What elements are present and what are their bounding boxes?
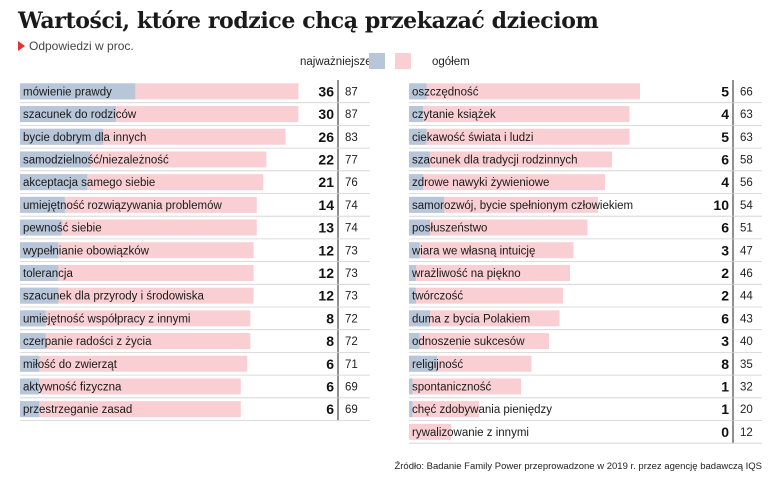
panel1-category-label: bycie dobrym dla innych (23, 132, 146, 144)
panel2-category-label: zdrowe nawyki żywieniowe (412, 177, 549, 189)
panel1-category-label: czerpanie radości z życia (23, 336, 152, 348)
panel1-value-ogolem: 74 (345, 223, 358, 235)
panel1-category-label: wypełnianie obowiązków (22, 245, 150, 257)
panel1-value-najwazniejsze: 8 (326, 310, 334, 326)
panel2-category-label: spontaniczność (412, 381, 492, 393)
panel2-value-najwazniejsze: 6 (721, 220, 729, 236)
panel2-value-najwazniejsze: 4 (721, 106, 729, 122)
panel2-value-ogolem: 46 (740, 268, 753, 280)
panel1-value-najwazniejsze: 26 (318, 129, 334, 145)
panel2-category-label: chęć zdobywania pieniędzy (412, 404, 552, 416)
panel2-category-label: ciekawość świata i ludzi (412, 132, 533, 144)
panel2-value-ogolem: 54 (740, 200, 753, 212)
panel2-value-ogolem: 32 (740, 381, 753, 393)
panel1-value-ogolem: 69 (345, 381, 358, 393)
panel1-category-label: umiejętność rozwiązywania problemów (23, 200, 222, 212)
panel1-value-najwazniejsze: 6 (326, 356, 334, 372)
panel1-value-ogolem: 77 (345, 154, 358, 166)
panel2-value-najwazniejsze: 1 (721, 378, 729, 394)
panel1-value-najwazniejsze: 21 (318, 174, 334, 190)
panel2-value-ogolem: 51 (740, 223, 753, 235)
panel1-value-ogolem: 76 (345, 177, 358, 189)
panel1-category-label: umiejętność współpracy z innymi (23, 313, 190, 325)
panel1-value-najwazniejsze: 13 (318, 220, 334, 236)
panel1-value-ogolem: 72 (345, 336, 358, 348)
panel2-value-najwazniejsze: 3 (721, 242, 729, 258)
panel1-value-ogolem: 69 (345, 404, 358, 416)
panel1-value-najwazniejsze: 12 (318, 265, 334, 281)
panel1-value-najwazniejsze: 12 (318, 242, 334, 258)
panel2-value-najwazniejsze: 2 (721, 288, 729, 304)
panel2-category-label: religijność (412, 359, 463, 371)
panel1-category-label: mówienie prawdy (23, 86, 112, 98)
panel1-category-label: samodzielność/niezależność (23, 154, 169, 166)
panel2-category-label: duma z bycia Polakiem (412, 313, 530, 325)
panel2-value-ogolem: 40 (740, 336, 753, 348)
panel1-value-ogolem: 87 (345, 86, 358, 98)
panel2-value-ogolem: 12 (740, 427, 753, 439)
panel1-category-label: aktywność fizyczna (23, 381, 122, 393)
source-note: Źródło: Badanie Family Power przeprowadz… (394, 461, 762, 472)
panel1-value-ogolem: 73 (345, 268, 358, 280)
panel2-category-label: czytanie książek (412, 109, 496, 121)
panel1-value-najwazniejsze: 22 (318, 151, 334, 167)
panel2-category-label: wrażliwość na piękno (411, 268, 521, 280)
panel2-category-label: posłuszeństwo (412, 223, 487, 235)
panel1-value-najwazniejsze: 12 (318, 288, 334, 304)
panel1-value-ogolem: 73 (345, 291, 358, 303)
panel2-category-label: odnoszenie sukcesów (412, 336, 525, 348)
panel2-value-ogolem: 63 (740, 109, 753, 121)
panel1-category-label: szacunek dla przyrody i środowiska (23, 291, 204, 303)
panel2-category-label: szacunek dla tradycji rodzinnych (412, 154, 578, 166)
panel1-value-najwazniejsze: 8 (326, 333, 334, 349)
panel1-category-label: pewność siebie (23, 223, 102, 235)
panel1-value-ogolem: 87 (345, 109, 358, 121)
panel2-value-najwazniejsze: 8 (721, 356, 729, 372)
panel1-value-ogolem: 72 (345, 313, 358, 325)
panel1-value-ogolem: 83 (345, 132, 358, 144)
panel2-value-ogolem: 66 (740, 86, 753, 98)
panel2-value-najwazniejsze: 5 (721, 83, 729, 99)
bar-chart: mówienie prawdy 36 87szacunek do rodziców 3… (0, 0, 780, 489)
panel1-value-najwazniejsze: 30 (318, 106, 334, 122)
panel1-category-label: szacunek do rodziców (23, 109, 137, 121)
panel2-value-ogolem: 58 (740, 154, 753, 166)
panel2-category-label: twórczość (412, 291, 463, 303)
panel1-value-ogolem: 73 (345, 245, 358, 257)
panel1-value-ogolem: 74 (345, 200, 358, 212)
panel2-category-label: rywalizowanie z innymi (412, 427, 529, 439)
panel2-value-ogolem: 20 (740, 404, 753, 416)
panel2-value-ogolem: 43 (740, 313, 753, 325)
panel1-value-najwazniejsze: 36 (318, 83, 334, 99)
panel1-category-label: miłość do zwierząt (23, 359, 118, 371)
panel1-value-najwazniejsze: 6 (326, 378, 334, 394)
panel2-value-najwazniejsze: 2 (721, 265, 729, 281)
panel2-value-najwazniejsze: 1 (721, 401, 729, 417)
panel1-category-label: tolerancja (23, 268, 73, 280)
panel2-value-ogolem: 44 (740, 291, 753, 303)
panel2-value-najwazniejsze: 0 (721, 424, 729, 440)
panel1-value-najwazniejsze: 14 (318, 197, 334, 213)
panel2-category-label: samorozwój, bycie spełnionym człowiekiem (412, 200, 633, 212)
panel1-category-label: akceptacja samego siebie (23, 177, 155, 189)
panel1-category-label: przestrzeganie zasad (23, 404, 132, 416)
panel2-value-ogolem: 47 (740, 245, 753, 257)
panel2-value-ogolem: 56 (740, 177, 753, 189)
panel2-value-najwazniejsze: 10 (713, 197, 729, 213)
panel2-category-label: oszczędność (412, 86, 479, 98)
panel2-value-najwazniejsze: 5 (721, 129, 729, 145)
panel1-value-najwazniejsze: 6 (326, 401, 334, 417)
panel1-value-ogolem: 71 (345, 359, 358, 371)
panel2-category-label: wiara we własną intuicję (411, 245, 535, 257)
panel2-value-ogolem: 63 (740, 132, 753, 144)
panel2-value-najwazniejsze: 6 (721, 310, 729, 326)
panel2-value-najwazniejsze: 6 (721, 151, 729, 167)
panel2-value-najwazniejsze: 4 (721, 174, 729, 190)
panel2-value-najwazniejsze: 3 (721, 333, 729, 349)
panel2-value-ogolem: 35 (740, 359, 753, 371)
